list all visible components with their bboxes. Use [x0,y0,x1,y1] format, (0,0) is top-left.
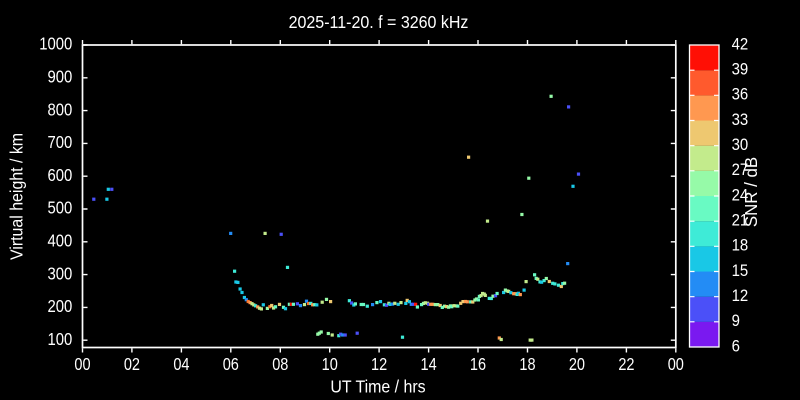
svg-text:10: 10 [322,355,338,375]
svg-text:12: 12 [732,287,749,305]
svg-text:Virtual height / km: Virtual height / km [7,133,27,260]
svg-text:UT Time / hrs: UT Time / hrs [330,377,425,397]
svg-text:900: 900 [47,67,72,86]
svg-text:18: 18 [519,355,535,375]
svg-text:42: 42 [732,35,749,53]
svg-text:06: 06 [223,355,239,375]
svg-text:27: 27 [732,161,749,179]
svg-text:200: 200 [47,297,72,316]
svg-text:700: 700 [47,133,72,152]
svg-text:18: 18 [732,237,749,255]
svg-text:00: 00 [668,355,684,375]
svg-text:6: 6 [732,337,740,355]
svg-text:16: 16 [470,355,486,375]
svg-text:9: 9 [732,312,740,330]
svg-text:1000: 1000 [39,35,72,54]
svg-text:39: 39 [732,61,749,79]
svg-text:600: 600 [47,166,72,185]
svg-text:500: 500 [47,199,72,218]
svg-text:20: 20 [569,355,585,375]
svg-text:02: 02 [124,355,140,375]
svg-text:14: 14 [421,355,437,375]
svg-text:100: 100 [47,330,72,349]
svg-text:08: 08 [272,355,288,375]
svg-text:21: 21 [732,212,749,230]
svg-text:22: 22 [618,355,634,375]
svg-text:12: 12 [371,355,387,375]
svg-text:SNR / dB: SNR / dB [741,157,761,227]
svg-text:30: 30 [732,136,749,154]
svg-text:400: 400 [47,231,72,250]
svg-text:24: 24 [732,186,749,204]
svg-text:2025-11-20. f = 3260 kHz: 2025-11-20. f = 3260 kHz [289,12,469,32]
svg-text:800: 800 [47,100,72,119]
svg-text:15: 15 [732,262,749,280]
svg-text:300: 300 [47,264,72,283]
svg-text:04: 04 [173,355,189,375]
svg-text:33: 33 [732,111,749,129]
svg-text:36: 36 [732,86,749,104]
svg-text:00: 00 [74,355,90,375]
